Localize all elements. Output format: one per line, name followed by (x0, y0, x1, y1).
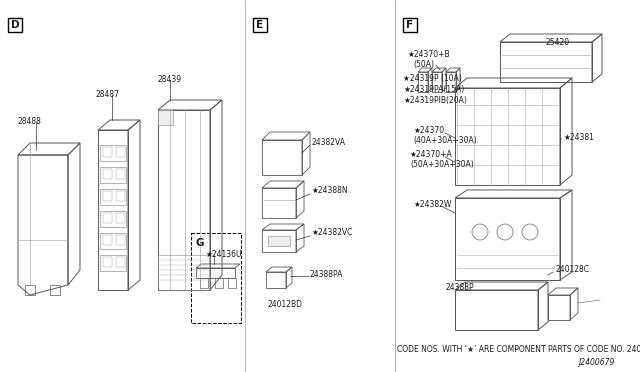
Text: F: F (406, 20, 413, 30)
Text: ★24136U: ★24136U (205, 250, 241, 259)
Text: CODE NOS. WITH ‘★’ ARE COMPONENT PARTS OF CODE NO. 24012: CODE NOS. WITH ‘★’ ARE COMPONENT PARTS O… (397, 345, 640, 354)
Bar (191, 233, 241, 323)
Text: ★24370: ★24370 (413, 126, 444, 135)
Text: ★24370+A: ★24370+A (410, 150, 452, 159)
Text: 24388PA: 24388PA (310, 270, 344, 279)
Text: J2400679: J2400679 (579, 358, 615, 367)
Text: 24388P: 24388P (446, 283, 475, 292)
Text: 25420: 25420 (545, 38, 569, 47)
Text: 28487: 28487 (96, 90, 120, 99)
Text: ★24370+B: ★24370+B (408, 50, 451, 59)
Text: (50A): (50A) (413, 60, 434, 69)
Text: ★24319PA(15A): ★24319PA(15A) (403, 85, 464, 94)
Bar (8, 18, 22, 32)
Text: ★24388N: ★24388N (312, 186, 349, 195)
Text: (50A+30A+30A): (50A+30A+30A) (410, 160, 474, 169)
Text: G: G (195, 238, 204, 248)
Bar (268, 236, 290, 246)
Text: 28488: 28488 (18, 117, 42, 126)
Text: ★24382W: ★24382W (413, 200, 451, 209)
Bar (253, 18, 267, 32)
Text: 28439: 28439 (157, 75, 181, 84)
Text: 24382VA: 24382VA (312, 138, 346, 147)
Text: ★24319PIB(20A): ★24319PIB(20A) (403, 96, 467, 105)
Text: 240128C: 240128C (555, 265, 589, 274)
Text: ★24381: ★24381 (563, 133, 594, 142)
Polygon shape (158, 110, 173, 125)
Text: ★24382VC: ★24382VC (312, 228, 353, 237)
Text: ★24319P (10A): ★24319P (10A) (403, 74, 462, 83)
Text: (40A+30A+30A): (40A+30A+30A) (413, 136, 477, 145)
Text: D: D (11, 20, 19, 30)
Bar (403, 18, 417, 32)
Text: E: E (257, 20, 264, 30)
Text: 24012BD: 24012BD (267, 300, 302, 309)
